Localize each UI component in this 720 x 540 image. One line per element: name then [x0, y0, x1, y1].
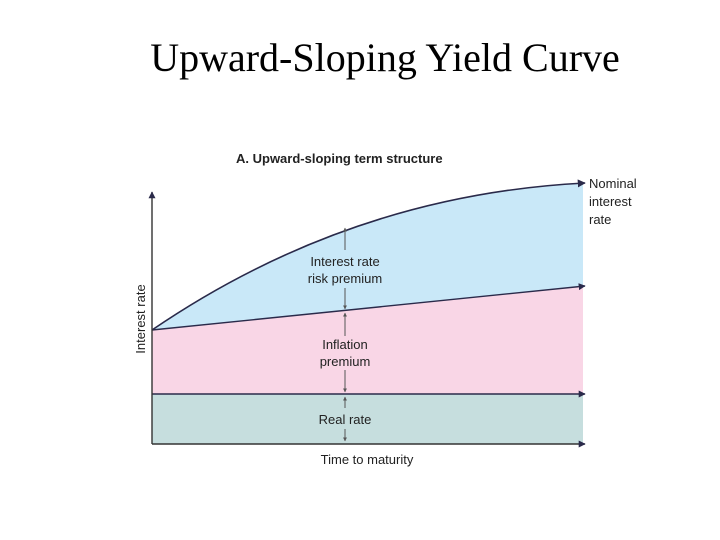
x-axis-label: Time to maturity	[321, 452, 414, 467]
slide-title: Upward-Sloping Yield Curve	[150, 35, 620, 80]
diagram-heading: A. Upward-sloping term structure	[236, 151, 443, 166]
real-rate-band	[152, 394, 583, 444]
risk-premium-band	[152, 183, 583, 330]
risk-premium-label-line-1: Interest rate	[310, 254, 379, 269]
inflation-boundary-line	[151, 283, 586, 331]
nominal-rate-curve	[151, 179, 586, 331]
y-axis-label: Interest rate	[133, 284, 148, 353]
curve-label-line-3: rate	[589, 212, 611, 227]
risk-premium-label-line-2: risk premium	[308, 271, 382, 286]
inflation-label-line-1: Inflation	[322, 337, 368, 352]
inflation-premium-band	[152, 286, 583, 394]
curve-label-line-2: interest	[589, 194, 632, 209]
curve-label-line-1: Nominal	[589, 176, 637, 191]
inflation-label-line-2: premium	[320, 354, 371, 369]
real-rate-label: Real rate	[319, 412, 372, 427]
